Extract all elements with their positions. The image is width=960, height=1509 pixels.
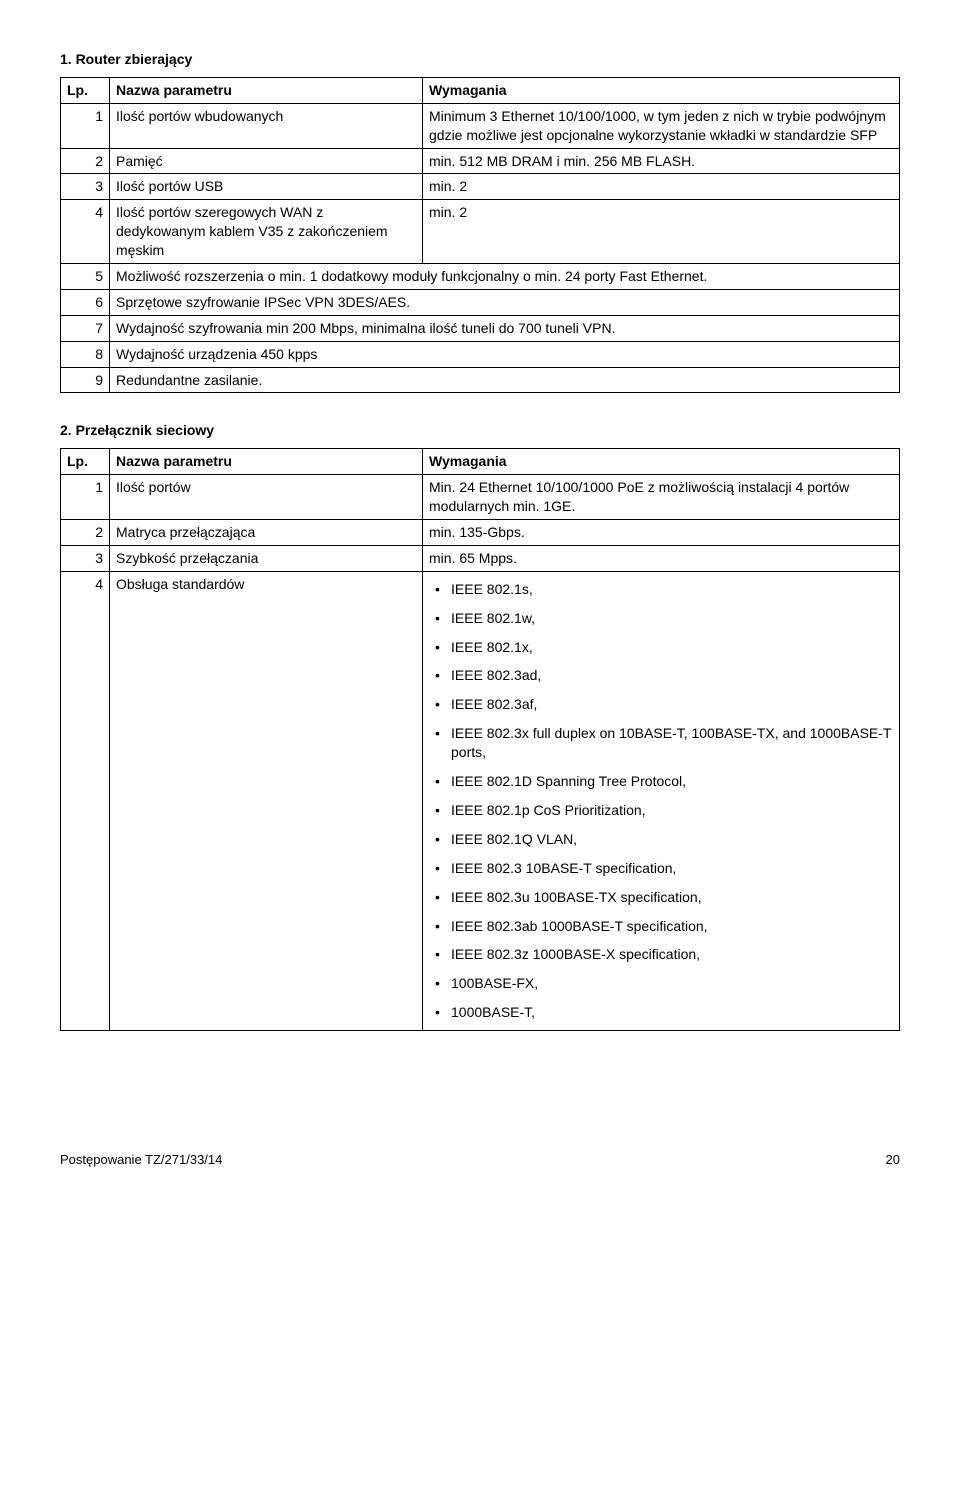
standard-item: IEEE 802.3ad, bbox=[429, 661, 893, 690]
table-row: 8 Wydajność urządzenia 450 kpps bbox=[61, 341, 900, 367]
cell-param: Szybkość przełączania bbox=[110, 545, 423, 571]
cell-req: Min. 24 Ethernet 10/100/1000 PoE z możli… bbox=[423, 475, 900, 520]
cell-lp: 2 bbox=[61, 148, 110, 174]
cell-param: Ilość portów USB bbox=[110, 174, 423, 200]
cell-span: Sprzętowe szyfrowanie IPSec VPN 3DES/AES… bbox=[110, 289, 900, 315]
header-req: Wymagania bbox=[423, 77, 900, 103]
cell-param: Pamięć bbox=[110, 148, 423, 174]
cell-span: Możliwość rozszerzenia o min. 1 dodatkow… bbox=[110, 264, 900, 290]
cell-req: min. 512 MB DRAM i min. 256 MB FLASH. bbox=[423, 148, 900, 174]
standard-item: IEEE 802.1Q VLAN, bbox=[429, 825, 893, 854]
cell-param: Ilość portów wbudowanych bbox=[110, 103, 423, 148]
cell-lp: 5 bbox=[61, 264, 110, 290]
standard-item: IEEE 802.1p CoS Prioritization, bbox=[429, 796, 893, 825]
section2-heading: 2. Przełącznik sieciowy bbox=[60, 421, 900, 440]
table-row: 1 Ilość portów Min. 24 Ethernet 10/100/1… bbox=[61, 475, 900, 520]
standard-item: IEEE 802.3ab 1000BASE-T specification, bbox=[429, 912, 893, 941]
cell-lp: 9 bbox=[61, 367, 110, 393]
cell-lp: 1 bbox=[61, 103, 110, 148]
cell-param: Ilość portów bbox=[110, 475, 423, 520]
header-lp: Lp. bbox=[61, 449, 110, 475]
standard-item: IEEE 802.1x, bbox=[429, 633, 893, 662]
standard-item: IEEE 802.1s, bbox=[429, 575, 893, 604]
cell-lp: 4 bbox=[61, 200, 110, 264]
cell-lp: 7 bbox=[61, 315, 110, 341]
table-row: 2 Pamięć min. 512 MB DRAM i min. 256 MB … bbox=[61, 148, 900, 174]
cell-lp: 1 bbox=[61, 475, 110, 520]
cell-lp: 6 bbox=[61, 289, 110, 315]
header-param: Nazwa parametru bbox=[110, 77, 423, 103]
header-param: Nazwa parametru bbox=[110, 449, 423, 475]
standard-item: IEEE 802.3af, bbox=[429, 690, 893, 719]
table-row: 5 Możliwość rozszerzenia o min. 1 dodatk… bbox=[61, 264, 900, 290]
table-row: 2 Matryca przełączająca min. 135-Gbps. bbox=[61, 520, 900, 546]
cell-standards: IEEE 802.1s,IEEE 802.1w,IEEE 802.1x,IEEE… bbox=[423, 571, 900, 1030]
table-row: 6 Sprzętowe szyfrowanie IPSec VPN 3DES/A… bbox=[61, 289, 900, 315]
cell-param: Matryca przełączająca bbox=[110, 520, 423, 546]
standard-item: 1000BASE-T, bbox=[429, 998, 893, 1027]
standard-item: IEEE 802.3x full duplex on 10BASE-T, 100… bbox=[429, 719, 893, 767]
table-row: 4 Ilość portów szeregowych WAN z dedykow… bbox=[61, 200, 900, 264]
cell-lp: 3 bbox=[61, 174, 110, 200]
table-row: 9 Redundantne zasilanie. bbox=[61, 367, 900, 393]
table-row: 3 Szybkość przełączania min. 65 Mpps. bbox=[61, 545, 900, 571]
cell-param: Ilość portów szeregowych WAN z dedykowan… bbox=[110, 200, 423, 264]
cell-lp: 4 bbox=[61, 571, 110, 1030]
cell-lp: 8 bbox=[61, 341, 110, 367]
standard-item: IEEE 802.3u 100BASE-TX specification, bbox=[429, 883, 893, 912]
cell-req: min. 135-Gbps. bbox=[423, 520, 900, 546]
standard-item: IEEE 802.1w, bbox=[429, 604, 893, 633]
cell-lp: 2 bbox=[61, 520, 110, 546]
cell-param: Obsługa standardów bbox=[110, 571, 423, 1030]
cell-span: Redundantne zasilanie. bbox=[110, 367, 900, 393]
table-router: Lp. Nazwa parametru Wymagania 1 Ilość po… bbox=[60, 77, 900, 394]
table-row: 7 Wydajność szyfrowania min 200 Mbps, mi… bbox=[61, 315, 900, 341]
cell-span: Wydajność szyfrowania min 200 Mbps, mini… bbox=[110, 315, 900, 341]
standard-item: IEEE 802.3 10BASE-T specification, bbox=[429, 854, 893, 883]
cell-req: min. 2 bbox=[423, 174, 900, 200]
standard-item: IEEE 802.1D Spanning Tree Protocol, bbox=[429, 767, 893, 796]
cell-lp: 3 bbox=[61, 545, 110, 571]
header-lp: Lp. bbox=[61, 77, 110, 103]
header-req: Wymagania bbox=[423, 449, 900, 475]
cell-req: min. 2 bbox=[423, 200, 900, 264]
table-row: 1 Ilość portów wbudowanych Minimum 3 Eth… bbox=[61, 103, 900, 148]
cell-req: min. 65 Mpps. bbox=[423, 545, 900, 571]
table-row: 4 Obsługa standardów IEEE 802.1s,IEEE 80… bbox=[61, 571, 900, 1030]
table-switch: Lp. Nazwa parametru Wymagania 1 Ilość po… bbox=[60, 448, 900, 1031]
standards-list: IEEE 802.1s,IEEE 802.1w,IEEE 802.1x,IEEE… bbox=[429, 575, 893, 1027]
footer-page-number: 20 bbox=[886, 1151, 900, 1169]
table-row: 3 Ilość portów USB min. 2 bbox=[61, 174, 900, 200]
standard-item: IEEE 802.3z 1000BASE-X specification, bbox=[429, 940, 893, 969]
section1-heading: 1. Router zbierający bbox=[60, 50, 900, 69]
cell-span: Wydajność urządzenia 450 kpps bbox=[110, 341, 900, 367]
footer-left: Postępowanie TZ/271/33/14 bbox=[60, 1151, 222, 1169]
page-footer: Postępowanie TZ/271/33/14 20 bbox=[60, 1151, 900, 1169]
table-header-row: Lp. Nazwa parametru Wymagania bbox=[61, 449, 900, 475]
cell-req: Minimum 3 Ethernet 10/100/1000, w tym je… bbox=[423, 103, 900, 148]
table-header-row: Lp. Nazwa parametru Wymagania bbox=[61, 77, 900, 103]
standard-item: 100BASE-FX, bbox=[429, 969, 893, 998]
